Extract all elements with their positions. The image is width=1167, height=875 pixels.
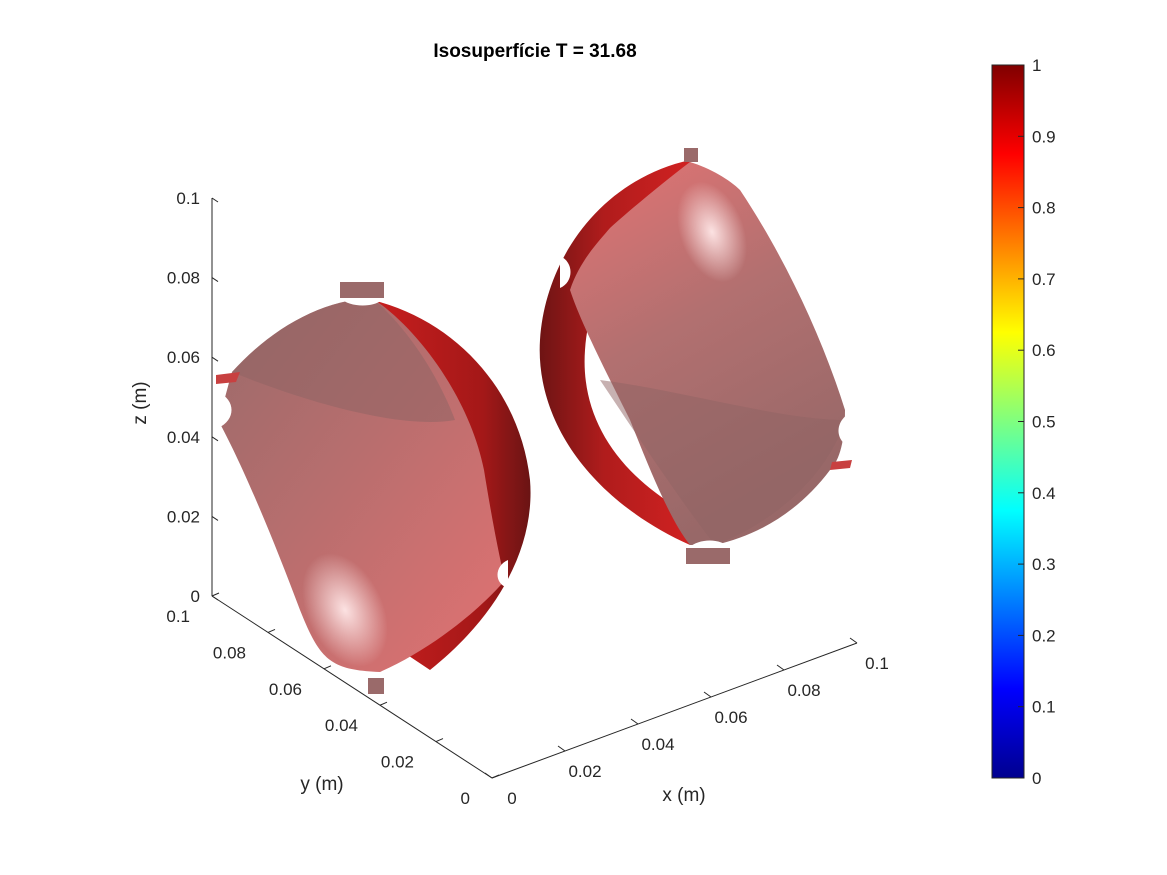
isosurface-right-fin [830,460,852,470]
isosurface-right-shade-band [600,380,845,545]
y-axis-line [211,595,493,779]
x-tick-mark [557,745,566,752]
z-tick-mark [211,197,219,203]
y-tick-mark [267,628,276,633]
y-tick-mark [211,592,220,597]
isosurface-right-cap-top [684,148,698,162]
isosurface-left-notch-top [340,298,384,306]
colorbar-tick-label: 0.2 [1032,626,1056,645]
x-tick-label: 0 [507,789,516,808]
colorbar-tick-label: 0.4 [1032,484,1056,503]
isosurface-right-cap-bottom [686,548,730,564]
colorbar-tick-label: 0.1 [1032,698,1056,717]
x-tick-label: 0.1 [865,654,889,673]
isosurface-right-notch-bottom [688,540,730,548]
isosurface-left-cap-bottom [368,678,384,694]
z-tick-mark [211,595,219,601]
y-tick-label: 0.06 [269,680,302,699]
y-tick-mark [435,738,444,743]
axes: 0 0.02 0.04 0.06 0.08 0.1 0 0.02 0.04 0.06 0.08 0.… [130,189,889,808]
z-tick-label: 0.1 [176,189,200,208]
isosurface-right-shell [539,160,700,545]
z-tick-label: 0.08 [167,269,200,288]
colorbar: 0 0.1 0.2 0.3 0.4 0.5 0.6 0.7 0.8 0.9 1 [991,56,1056,788]
y-ticks: 0 0.02 0.04 0.06 0.08 0.1 [166,592,500,808]
colorbar-tick-label: 0.8 [1032,199,1056,218]
x-tick-label: 0.02 [568,762,601,781]
isosurface-left-highlight [302,553,388,667]
isosurface-left-cap-top [340,282,384,298]
colorbar-tick-label: 1 [1032,56,1041,75]
x-tick-label: 0.04 [641,735,674,754]
y-tick-mark [323,665,332,670]
z-tick-label: 0 [191,587,200,606]
colorbar-tick-label: 0 [1032,769,1041,788]
z-tick-mark [211,515,219,521]
y-tick-label: 0.08 [213,643,246,662]
x-tick-mark [630,718,639,725]
x-axis-line [491,642,858,779]
z-tick-label: 0.06 [167,348,200,367]
isosurface-right-highlight [677,181,747,283]
z-tick-mark [211,436,219,442]
x-tick-mark [484,772,493,779]
y-tick-label: 0 [461,789,470,808]
z-tick-mark [211,356,219,362]
x-tick-label: 0.08 [787,681,820,700]
colorbar-tick-label: 0.7 [1032,270,1056,289]
x-tick-mark [703,691,712,698]
chart-title: Isosuperfície T = 31.68 [433,41,636,62]
y-tick-mark [379,701,388,706]
y-tick-label: 0.04 [325,716,358,735]
x-ticks: 0 0.02 0.04 0.06 0.08 0.1 [484,637,889,808]
x-tick-mark [849,637,858,644]
isosurface-left-fin [216,372,240,384]
z-tick-label: 0.04 [167,428,200,447]
y-axis-label: y (m) [300,774,343,795]
x-tick-label: 0.06 [714,708,747,727]
isosurface-left [216,282,531,694]
z-ticks: 0 0.02 0.04 0.06 0.08 0.1 [167,189,219,606]
isosurface-right [539,148,852,564]
z-axis-label: z (m) [130,381,151,424]
isosurface-left-shade-band [232,298,455,422]
colorbar-tick-label: 0.3 [1032,555,1056,574]
colorbar-tick-label: 0.9 [1032,127,1056,146]
z-tick-label: 0.02 [167,507,200,526]
isosurface-left-notch-right [497,560,508,588]
x-axis-label: x (m) [662,785,705,806]
y-tick-label: 0.1 [166,607,190,626]
colorbar-tick-label: 0.5 [1032,413,1056,432]
isosurface-right-notch-left [560,256,571,288]
x-tick-mark [776,664,785,671]
z-tick-mark [211,277,219,283]
isosurface-right-notch-side [838,412,852,448]
colorbar-ticks: 0 0.1 0.2 0.3 0.4 0.5 0.6 0.7 0.8 0.9 1 [1018,56,1056,788]
y-tick-mark [491,774,500,779]
colorbar-tick-label: 0.6 [1032,341,1056,360]
y-tick-label: 0.02 [381,753,414,772]
isosurface-left-notch-side [218,392,232,428]
